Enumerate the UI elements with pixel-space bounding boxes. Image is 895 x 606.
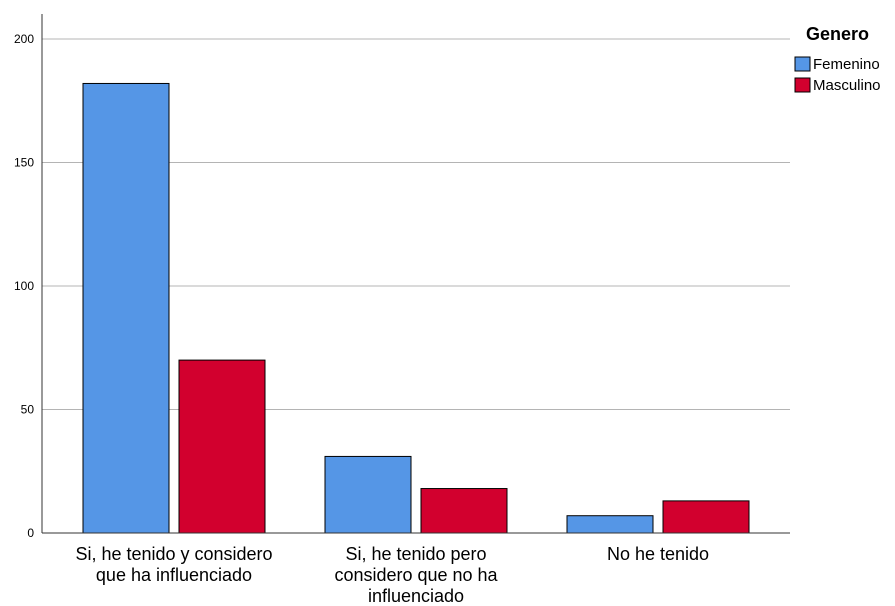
category-label-1: Si, he tenido pero considero que no ha inf… xyxy=(334,544,498,606)
bar-femenino-2 xyxy=(566,515,654,534)
legend-swatch-masculino xyxy=(794,77,811,93)
legend-title: Genero xyxy=(806,24,869,44)
bar-femenino-0 xyxy=(82,82,170,534)
category-label-line: que ha influenciado xyxy=(96,565,252,585)
legend: Genero Femenino Masculino xyxy=(794,24,881,94)
bars xyxy=(82,82,750,534)
legend-swatch-femenino xyxy=(794,56,811,72)
category-label-line: Si, he tenido y considero xyxy=(75,544,272,564)
legend-label-femenino: Femenino xyxy=(813,56,880,73)
category-label-0: Si, he tenido y considero que ha influenc… xyxy=(75,544,272,585)
bar-masculino-1 xyxy=(420,488,508,534)
category-labels: Si, he tenido y considero que ha influenc… xyxy=(75,544,709,606)
y-tick-label-200: 200 xyxy=(14,32,34,46)
y-tick-label-150: 150 xyxy=(14,156,34,170)
category-label-line: No he tenido xyxy=(607,544,709,564)
bar-masculino-2 xyxy=(662,500,750,534)
bar-femenino-1 xyxy=(324,455,412,534)
y-tick-labels: 0 50 100 150 200 xyxy=(14,32,34,540)
category-label-line: Si, he tenido pero xyxy=(345,544,486,564)
axes xyxy=(41,14,790,534)
category-label-line: influenciado xyxy=(368,586,464,606)
legend-label-masculino: Masculino xyxy=(813,77,881,94)
bar-masculino-0 xyxy=(178,359,266,534)
y-tick-label-0: 0 xyxy=(27,526,34,540)
category-label-2: No he tenido xyxy=(607,544,709,564)
category-label-line: considero que no ha xyxy=(334,565,498,585)
y-tick-label-50: 50 xyxy=(21,403,35,417)
y-tick-label-100: 100 xyxy=(14,279,34,293)
